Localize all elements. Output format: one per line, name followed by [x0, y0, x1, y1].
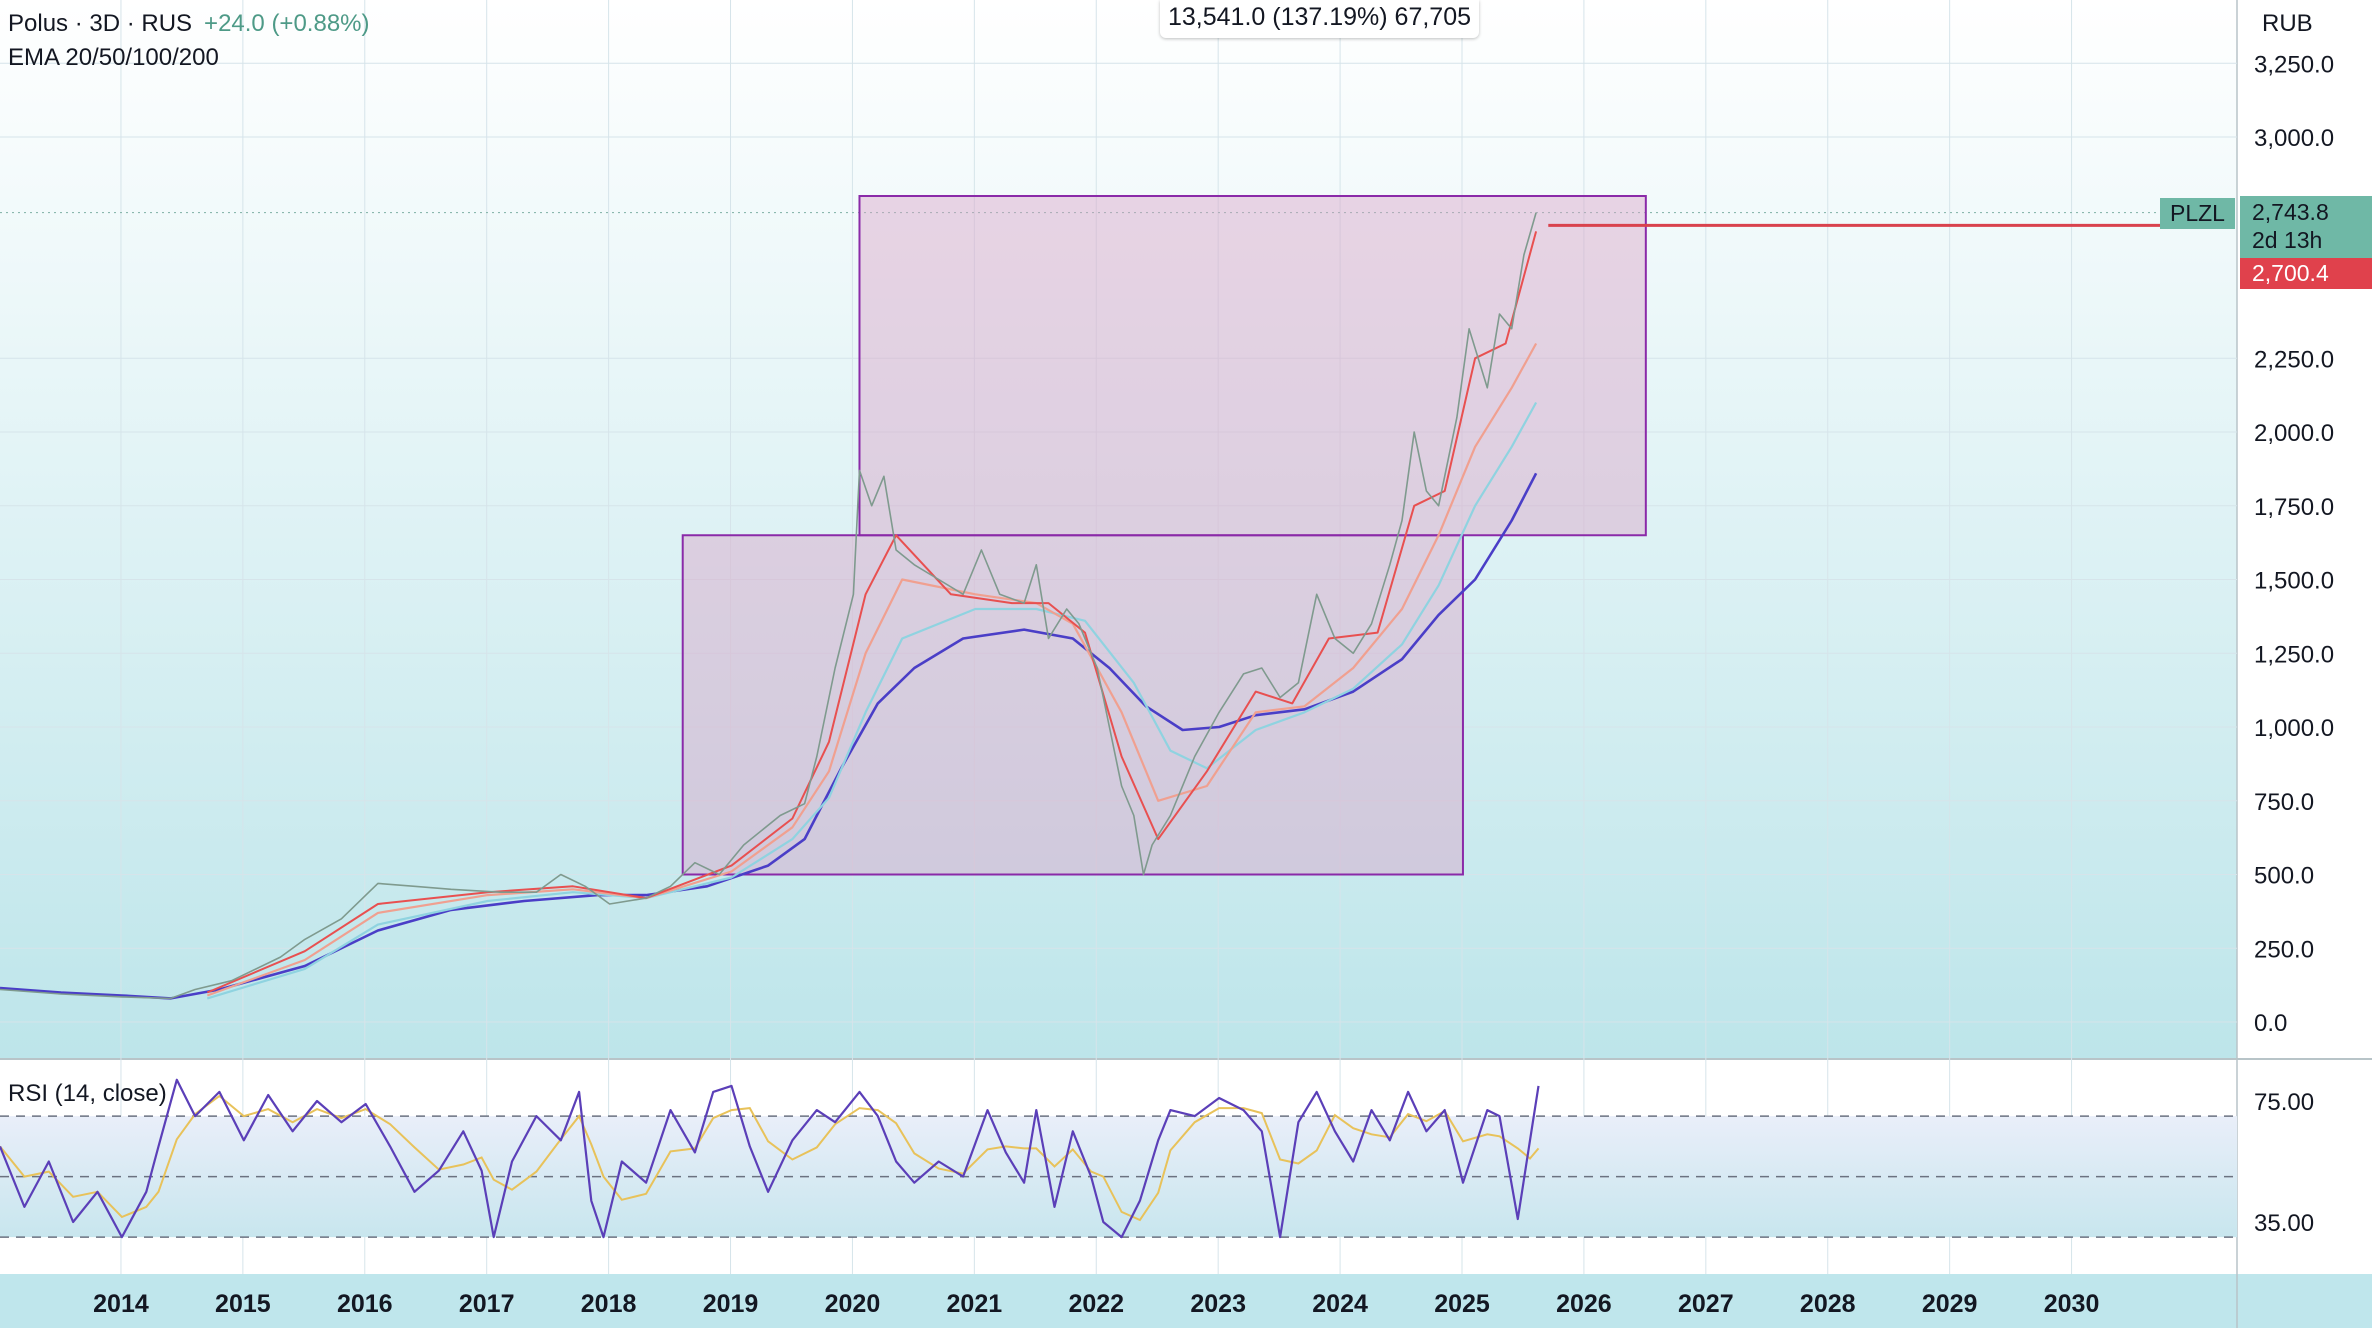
time-axis-label: 2016 — [337, 1290, 393, 1318]
price-axis-label: 2,250.0 — [2254, 346, 2334, 373]
price-axis-background — [2237, 0, 2372, 1274]
price-axis-label: 750.0 — [2254, 789, 2314, 816]
price-axis-label: 1,500.0 — [2254, 568, 2334, 595]
series-ema100 — [206, 401, 1538, 1000]
price-axis-label: 3,000.0 — [2254, 125, 2334, 152]
time-axis-label: 2025 — [1434, 1290, 1490, 1318]
time-axis-label: 2030 — [2044, 1290, 2100, 1318]
last-price: 2,743.8 — [2252, 199, 2329, 225]
time-axis-label: 2015 — [215, 1290, 271, 1318]
time-axis-label: 2021 — [947, 1290, 1003, 1318]
price-axis-label: 1,250.0 — [2254, 641, 2334, 668]
price-change: +24.0 (+0.88%) — [204, 10, 370, 37]
rsi-line — [0, 1078, 1540, 1239]
time-axis-label: 2026 — [1556, 1290, 1612, 1318]
series-price — [0, 212, 1537, 1000]
time-axis-label: 2023 — [1190, 1290, 1246, 1318]
time-axis-label: 2020 — [825, 1290, 881, 1318]
time-axis-label: 2029 — [1922, 1290, 1978, 1318]
rsi-band-fill — [0, 1116, 2237, 1238]
time-axis-label: 2022 — [1068, 1290, 1124, 1318]
rsi-label[interactable]: RSI (14, close) — [8, 1080, 167, 1107]
time-axis-label: 2018 — [581, 1290, 637, 1318]
time-axis-label: 2028 — [1800, 1290, 1856, 1318]
measure-readout: 13,541.0 (137.19%) 67,705 — [1160, 0, 1480, 38]
price-axis-label: 1,000.0 — [2254, 715, 2334, 742]
ticker-tag: PLZL — [2160, 198, 2235, 229]
currency-label[interactable]: RUB — [2262, 10, 2313, 37]
series-ema200 — [0, 472, 1538, 1000]
indicator-label[interactable]: EMA 20/50/100/200 — [8, 44, 219, 71]
last-price-tag: 2,743.8 2d 13h — [2240, 196, 2372, 258]
countdown: 2d 13h — [2252, 227, 2323, 253]
rsi-ma-line — [0, 1094, 1540, 1222]
rsi-axis-label: 35.00 — [2254, 1210, 2314, 1237]
range-box-2 — [858, 195, 1647, 537]
price-axis-label: 1,750.0 — [2254, 494, 2334, 521]
time-axis-label: 2019 — [703, 1290, 759, 1318]
price-axis-label: 250.0 — [2254, 936, 2314, 963]
price-axis-label: 3,250.0 — [2254, 51, 2334, 78]
range-box-1 — [681, 534, 1464, 876]
price-axis-label: 0.0 — [2254, 1010, 2287, 1037]
time-axis-label: 2024 — [1312, 1290, 1368, 1318]
time-axis-background — [0, 1274, 2372, 1328]
rsi-axis-label: 75.00 — [2254, 1089, 2314, 1116]
time-axis-label: 2014 — [93, 1290, 149, 1318]
price-axis-label: 500.0 — [2254, 863, 2314, 890]
main-pane-background — [0, 0, 2237, 1058]
time-axis-label: 2017 — [459, 1290, 515, 1318]
price-axis-label: 2,000.0 — [2254, 420, 2334, 447]
alert-price-tag: 2,700.4 — [2240, 258, 2372, 289]
symbol-header[interactable]: Polus · 3D · RUS +24.0 (+0.88%) — [8, 10, 370, 38]
series-ema20 — [206, 231, 1538, 994]
symbol-line: Polus · 3D · RUS — [8, 10, 193, 37]
time-axis-label: 2027 — [1678, 1290, 1734, 1318]
